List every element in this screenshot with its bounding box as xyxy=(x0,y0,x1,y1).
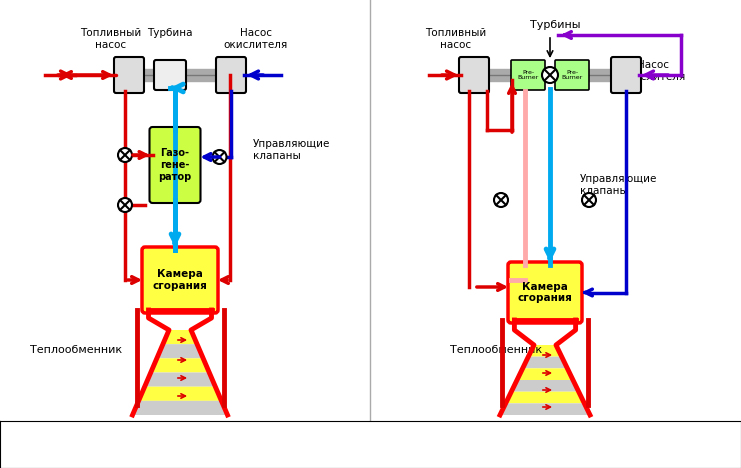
Text: Сопло: Сопло xyxy=(162,430,198,440)
Text: Насос
окислителя: Насос окислителя xyxy=(224,28,288,50)
Circle shape xyxy=(213,150,227,164)
Text: РД с полной газификацией: РД с полной газификацией xyxy=(465,443,645,456)
Text: Теплообменник: Теплообменник xyxy=(450,345,542,355)
Text: Камера
сгорания: Камера сгорания xyxy=(153,269,207,291)
Text: Насос
окислителя: Насос окислителя xyxy=(621,60,685,81)
Text: Pre-
Burner: Pre- Burner xyxy=(562,70,582,80)
Circle shape xyxy=(582,193,596,207)
FancyBboxPatch shape xyxy=(511,60,545,90)
Text: Теплообменник: Теплообменник xyxy=(30,345,122,355)
Circle shape xyxy=(118,148,132,162)
Text: Камера
сгорания: Камера сгорания xyxy=(517,282,573,303)
Polygon shape xyxy=(144,373,216,387)
Polygon shape xyxy=(150,358,209,373)
Text: РД замкнутой схемы с ДОГГ: РД замкнутой схемы с ДОГГ xyxy=(92,443,279,456)
FancyBboxPatch shape xyxy=(5,432,360,467)
FancyBboxPatch shape xyxy=(114,57,144,93)
Polygon shape xyxy=(133,401,227,415)
Polygon shape xyxy=(511,380,579,392)
FancyBboxPatch shape xyxy=(459,57,489,93)
Text: Топливный
насос: Топливный насос xyxy=(80,28,142,50)
Polygon shape xyxy=(500,403,590,415)
Text: Pre-
Burner: Pre- Burner xyxy=(517,70,539,80)
Text: Топливный
насос: Топливный насос xyxy=(425,28,487,50)
Text: Управляющие
клапаны: Управляющие клапаны xyxy=(580,174,657,196)
FancyBboxPatch shape xyxy=(142,247,218,313)
Polygon shape xyxy=(157,344,203,358)
Circle shape xyxy=(118,198,132,212)
Polygon shape xyxy=(522,357,568,368)
Text: Управляющие
клапаны: Управляющие клапаны xyxy=(253,139,330,161)
FancyBboxPatch shape xyxy=(216,57,246,93)
FancyBboxPatch shape xyxy=(154,60,186,90)
FancyBboxPatch shape xyxy=(150,127,201,203)
Circle shape xyxy=(494,193,508,207)
FancyBboxPatch shape xyxy=(375,432,735,467)
Polygon shape xyxy=(139,387,222,401)
Circle shape xyxy=(542,67,558,83)
FancyBboxPatch shape xyxy=(555,60,589,90)
Polygon shape xyxy=(528,345,562,357)
Text: Турбина: Турбина xyxy=(147,28,193,38)
FancyBboxPatch shape xyxy=(508,262,582,323)
FancyBboxPatch shape xyxy=(611,57,641,93)
Text: Сопло: Сопло xyxy=(527,430,563,440)
Polygon shape xyxy=(505,392,585,403)
Text: Газо-
гене-
ратор: Газо- гене- ратор xyxy=(159,148,192,182)
Polygon shape xyxy=(517,368,573,380)
Polygon shape xyxy=(163,330,197,344)
Text: Турбины: Турбины xyxy=(530,20,580,30)
